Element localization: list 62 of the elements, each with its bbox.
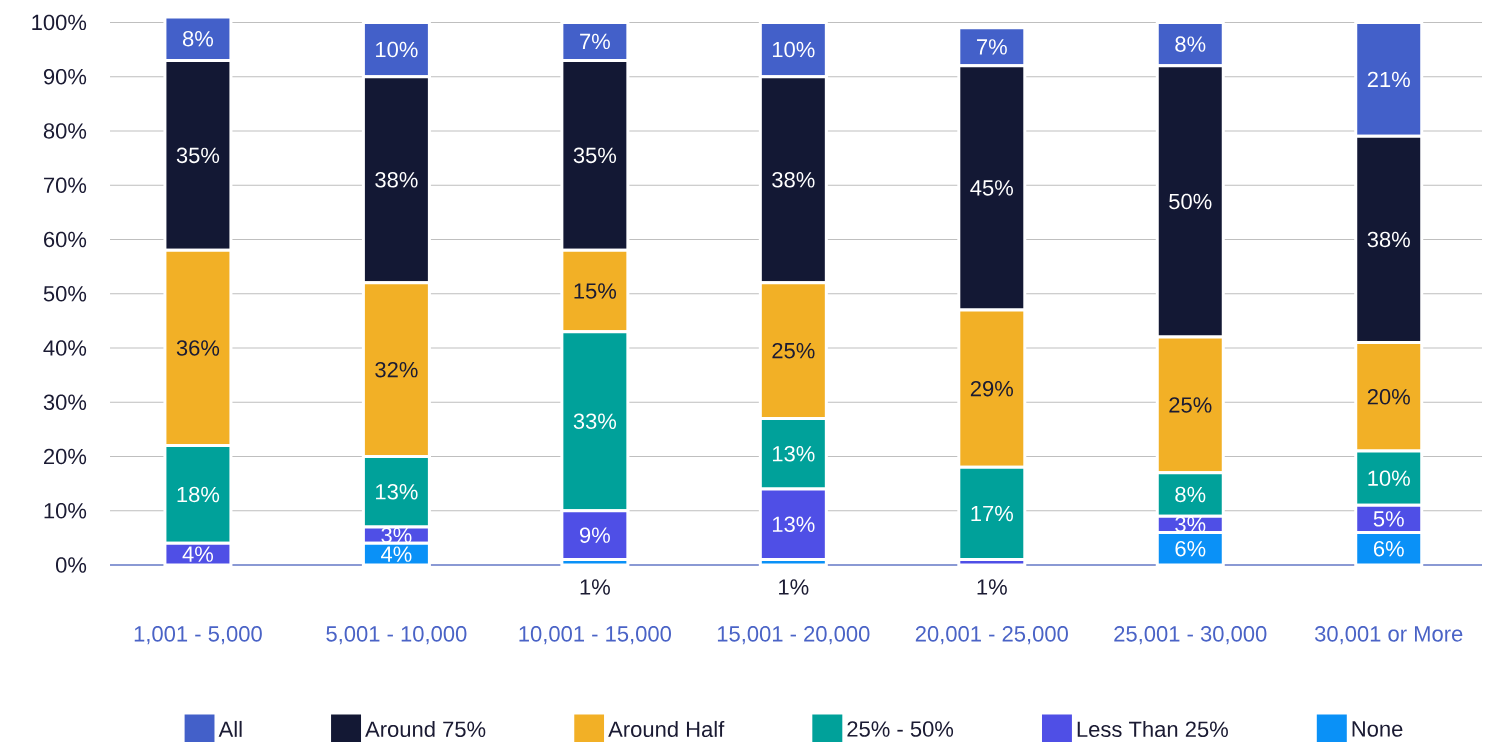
- data-label: 6%: [1175, 540, 1206, 557]
- y-tick-label: 0%: [55, 557, 87, 573]
- legend-label: All: [218, 720, 242, 737]
- legend-label: 25% - 50%: [847, 721, 954, 737]
- data-label: 4%: [381, 546, 412, 562]
- data-label: 8%: [182, 30, 214, 47]
- data-label: 35%: [573, 147, 617, 164]
- legend-label: Less Than 25%: [1077, 720, 1228, 738]
- x-tick-label: 25,001 - 30,000: [1114, 626, 1267, 645]
- data-label: 4%: [182, 546, 214, 562]
- data-label: 35%: [176, 147, 220, 164]
- data-label: 20%: [1367, 389, 1410, 405]
- data-label: 15%: [574, 283, 617, 299]
- y-tick-label: 30%: [43, 394, 87, 411]
- y-tick-label: 50%: [43, 285, 87, 302]
- data-label: 1%: [779, 579, 809, 595]
- data-label: 8%: [1175, 486, 1206, 503]
- x-tick-label: 5,001 - 10,000: [326, 626, 467, 645]
- data-label: 38%: [375, 171, 418, 188]
- x-tick-label: 1,001 - 5,000: [134, 626, 262, 645]
- data-label: 1%: [977, 579, 1007, 595]
- y-tick-label: 40%: [43, 340, 87, 356]
- data-label: 21%: [1367, 71, 1410, 88]
- data-label: 33%: [573, 413, 617, 429]
- y-tick-label: 80%: [43, 123, 87, 139]
- y-tick-label: 100%: [32, 14, 87, 31]
- data-label: 13%: [772, 516, 815, 533]
- data-label: 13%: [772, 445, 815, 462]
- x-tick-label: 10,001 - 15,000: [519, 626, 672, 645]
- data-label: 10%: [1368, 470, 1410, 486]
- data-label: 7%: [977, 39, 1007, 55]
- data-label: 9%: [580, 527, 610, 543]
- data-label: 32%: [375, 361, 418, 378]
- data-label: 29%: [970, 380, 1013, 397]
- data-label: 25%: [772, 342, 815, 359]
- y-tick-label: 10%: [44, 502, 87, 519]
- data-label: 7%: [580, 33, 610, 50]
- data-label: 13%: [376, 483, 418, 500]
- y-tick-label: 20%: [44, 448, 87, 465]
- data-label: 38%: [772, 171, 815, 188]
- legend-label: Around 75%: [365, 720, 486, 738]
- x-tick-label: 15,001 - 20,000: [717, 626, 870, 645]
- data-label: 10%: [772, 41, 815, 58]
- data-label: 36%: [176, 340, 220, 356]
- legend-label: None: [1352, 721, 1403, 737]
- x-tick-label: 30,001 or More: [1314, 626, 1463, 645]
- data-label: 10%: [376, 41, 418, 58]
- y-tick-label: 70%: [44, 177, 87, 193]
- data-label: 45%: [970, 180, 1013, 196]
- data-label: 25%: [1169, 397, 1212, 413]
- y-tick-label: 90%: [43, 68, 87, 85]
- data-label: 17%: [971, 505, 1013, 522]
- data-label: 5%: [1373, 511, 1404, 527]
- data-label: 6%: [1373, 540, 1404, 557]
- y-tick-label: 60%: [44, 231, 87, 248]
- data-label: 38%: [1367, 231, 1410, 248]
- data-label: 50%: [1169, 193, 1212, 210]
- x-tick-label: 20,001 - 25,000: [915, 626, 1068, 645]
- data-label: 8%: [1175, 36, 1206, 52]
- data-label: 18%: [177, 486, 220, 503]
- data-label: 1%: [580, 579, 610, 595]
- legend-label: Around Half: [608, 720, 725, 738]
